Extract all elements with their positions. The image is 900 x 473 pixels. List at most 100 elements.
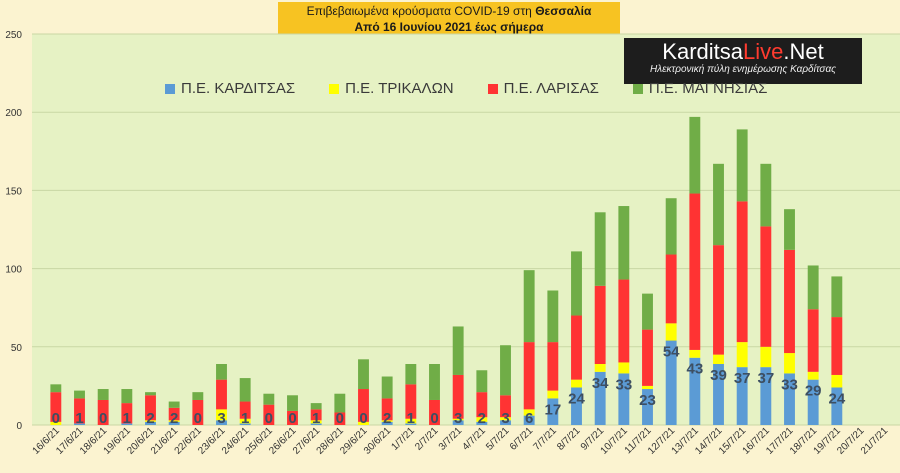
plot-area [32,34,900,425]
bar-segment [97,399,109,425]
bar-segment [665,254,677,324]
bar-segment [168,407,180,421]
bar-segment [665,323,677,341]
value-label: 6 [525,410,533,427]
bar-segment [784,373,795,425]
x-tick-label: 1/7/21 [390,425,418,453]
bar-segment [429,364,440,400]
bar-segment [334,393,346,413]
legend-label: Π.Ε. ΚΑΡΔΙΤΣΑΣ [181,80,296,97]
x-tick-label: 3/7/21 [437,425,465,453]
value-label: 29 [805,383,822,400]
value-label: 37 [757,370,774,387]
bar-segment [310,420,322,424]
bar-segment [736,342,748,368]
y-tick-label: 250 [5,30,22,41]
bar-segment [523,270,535,343]
value-label: 1 [75,410,83,427]
value-label: 1 [241,410,249,427]
bar-segment [476,370,488,393]
legend-swatch [632,84,643,95]
bar-segment [310,423,322,425]
y-tick-label: 50 [11,343,23,354]
bar-segment [239,418,251,424]
bar-segment [642,389,653,425]
bar-segment [476,417,488,422]
bar-segment [523,342,535,410]
bar-segment [807,371,819,380]
bar-segment [50,392,62,422]
bar-segment [571,251,582,316]
y-tick-label: 150 [5,186,22,197]
bar-segment [665,198,677,255]
bar-segment [452,418,464,421]
bar-segment [287,410,298,425]
bar-segment [784,353,795,374]
bar-segment [571,387,582,425]
value-label: 37 [734,370,751,387]
bar-segment [239,401,251,419]
bar-segment [310,409,322,421]
x-tick-label: 2/7/21 [413,425,441,453]
bar-segment [713,163,724,246]
title-line1-bold: Θεσσαλία [535,4,592,18]
bar-segment [121,423,133,425]
x-axis-ticks: 16/6/2117/6/2118/6/2119/6/2120/6/2121/6/… [31,425,891,457]
bar-segment [618,279,630,363]
legend-item: Π.Ε. ΜΑΓΝΗΣΙΑΣ [632,80,768,97]
bar-segment [547,342,559,391]
bar-segment [145,395,156,421]
x-tick-label: 6/7/21 [508,425,536,453]
y-axis-ticks: 0 50 100 150 200 250 [5,30,22,432]
logo-text-a: Karditsa [662,39,743,64]
bar-segment [500,417,511,421]
x-tick-label: 21/7/21 [859,425,891,457]
bar-segment [216,379,227,410]
bar-segment [736,129,748,202]
bar-segment [74,390,85,399]
value-label: 24 [568,390,585,407]
legend: Π.Ε. ΚΑΡΔΙΤΣΑΣ Π.Ε. ΤΡΙΚΑΛΩΝ Π.Ε. ΛΑΡΙΣΑΣ Π… [165,80,801,97]
bar-segment [239,423,251,425]
legend-item: Π.Ε. ΤΡΙΚΑΛΩΝ [329,80,454,97]
bar-segment [405,418,417,424]
value-label: 2 [478,410,486,427]
value-label: 0 [52,410,60,427]
bar-segment [381,398,393,421]
bar-segment [547,290,559,343]
bar-segment [689,116,701,194]
legend-label: Π.Ε. ΜΑΓΝΗΣΙΑΣ [648,80,768,97]
bar-segment [452,326,464,375]
value-label: 0 [99,410,107,427]
bar-segment [145,392,156,396]
bar-segment [192,399,204,425]
bar-segment [642,293,653,330]
y-tick-label: 100 [5,265,22,276]
bar-segment [358,359,369,390]
bar-segment [523,415,535,425]
bar-segment [452,374,464,419]
bar-segment [594,212,606,286]
bar-segment [145,421,156,425]
bar-segment [689,357,701,425]
bar-segment [831,276,843,318]
bar-segment [831,374,843,388]
value-label: 1 [123,410,131,427]
x-tick-label: 4/7/21 [461,425,489,453]
bar-segment [760,367,772,425]
bar-segment [523,409,535,416]
bar-segment [807,309,819,372]
bar-segment [500,395,511,418]
bar-segment [334,412,346,425]
bar-segment [381,421,393,425]
bar-segment [760,226,772,347]
bar-segment [784,249,795,354]
bar-segment [358,389,369,422]
bar-segment [500,420,511,425]
bar-segment [168,401,180,408]
bar-segment [97,389,109,400]
bar-segment [263,393,275,405]
bar-segment [571,315,582,380]
bar-segment [807,265,819,310]
value-label: 43 [686,361,703,378]
